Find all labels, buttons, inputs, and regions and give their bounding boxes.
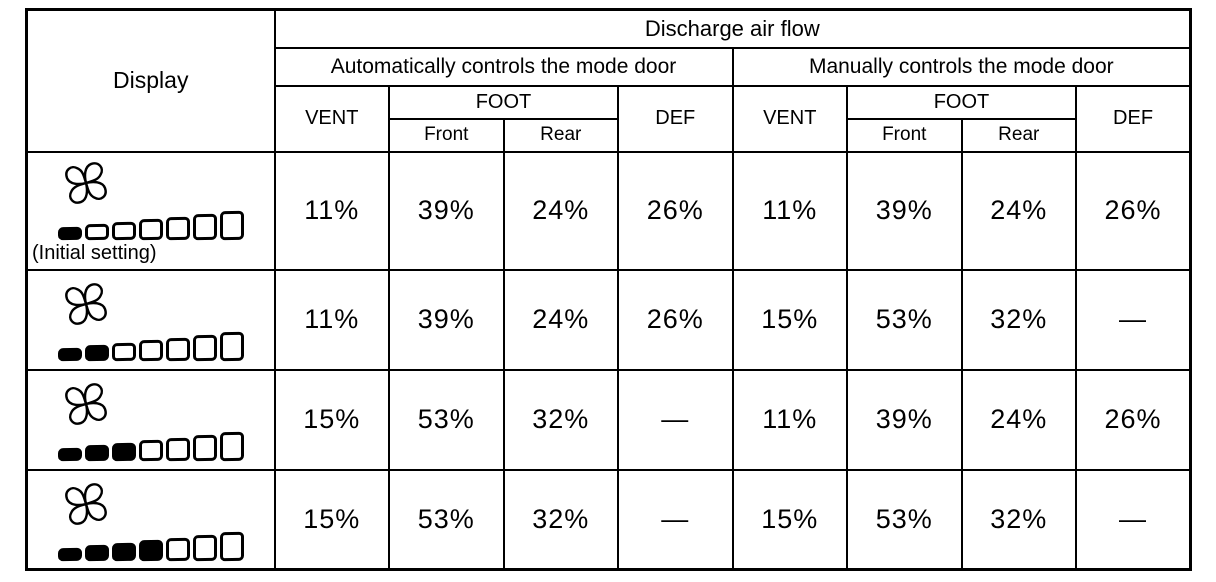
cell-manual-vent: 15%	[731, 468, 848, 571]
cell-manual-foot-front: 53%	[846, 268, 963, 371]
cell-manual-foot-front: 39%	[846, 150, 963, 271]
cell-auto-def: 26%	[617, 150, 734, 271]
fan-bar-filled	[85, 344, 109, 362]
manual-def-header: DEF	[1075, 84, 1192, 153]
fan-speed-bars	[58, 431, 244, 462]
fan-speed-bars	[58, 531, 244, 562]
cell-manual-def: 26%	[1075, 368, 1192, 471]
discharge-air-flow-table: Display Discharge air flow Automatically…	[25, 8, 1193, 571]
cell-manual-foot-front: 53%	[846, 468, 963, 571]
cell-auto-def: —	[617, 368, 734, 471]
display-cell-speed-3	[25, 368, 276, 471]
fan-bar-empty	[220, 210, 244, 240]
fan-speed-bars	[58, 331, 244, 362]
fan-bar-empty	[193, 534, 217, 562]
cell-manual-def: 26%	[1075, 150, 1192, 271]
fan-bar-empty	[85, 223, 109, 240]
cell-manual-foot-rear: 24%	[960, 368, 1077, 471]
fan-bar-empty	[166, 537, 190, 562]
fan-bar-empty	[193, 334, 217, 362]
manual-mode-group-header: Manually controls the mode door	[731, 46, 1192, 87]
cell-manual-foot-rear: 24%	[960, 150, 1077, 271]
cell-auto-foot-front: 39%	[388, 150, 505, 271]
display-column-header: Display	[25, 8, 276, 153]
fan-bar-empty	[193, 213, 217, 240]
display-cell-speed-4	[25, 468, 276, 571]
discharge-air-flow-header: Discharge air flow	[273, 8, 1192, 49]
cell-auto-vent: 15%	[273, 468, 390, 571]
manual-vent-header: VENT	[731, 84, 848, 153]
cell-auto-foot-rear: 32%	[502, 468, 619, 571]
fan-bar-empty	[193, 434, 217, 462]
manual-foot-header: FOOT	[846, 84, 1077, 120]
cell-manual-foot-rear: 32%	[960, 468, 1077, 571]
cell-auto-foot-rear: 24%	[502, 150, 619, 271]
fan-bar-filled	[139, 539, 163, 562]
manual-foot-front-header: Front	[846, 117, 963, 153]
cell-manual-vent: 11%	[731, 368, 848, 471]
fan-bar-empty	[166, 216, 190, 240]
fan-icon	[65, 283, 107, 325]
auto-def-header: DEF	[617, 84, 734, 153]
fan-icon	[65, 482, 107, 525]
table-row: 15% 53% 32% — 15% 53% 32% —	[25, 468, 1192, 571]
cell-manual-vent: 15%	[731, 268, 848, 371]
table-row: (Initial setting) 11% 39% 24% 26% 11% 39…	[25, 150, 1192, 271]
fan-bar-filled	[58, 226, 82, 240]
cell-manual-vent: 11%	[731, 150, 848, 271]
fan-bar-filled	[58, 347, 82, 362]
fan-bar-filled	[85, 444, 109, 462]
initial-setting-caption: (Initial setting)	[32, 241, 157, 264]
cell-manual-foot-front: 39%	[846, 368, 963, 471]
auto-vent-header: VENT	[273, 84, 390, 153]
manual-foot-rear-header: Rear	[960, 117, 1077, 153]
fan-bar-filled	[58, 547, 82, 562]
cell-auto-foot-rear: 32%	[502, 368, 619, 471]
fan-speed-bars	[58, 210, 244, 240]
fan-bar-filled	[112, 542, 136, 562]
cell-auto-foot-front: 53%	[388, 468, 505, 571]
cell-manual-def: —	[1075, 468, 1192, 571]
fan-bar-empty	[220, 531, 244, 562]
fan-bar-empty	[139, 218, 163, 240]
display-cell-speed-2	[25, 268, 276, 371]
fan-bar-empty	[220, 331, 244, 362]
fan-bar-empty	[112, 221, 136, 240]
auto-foot-rear-header: Rear	[502, 117, 619, 153]
fan-bar-empty	[139, 439, 163, 462]
cell-auto-foot-front: 53%	[388, 368, 505, 471]
cell-auto-vent: 11%	[273, 268, 390, 371]
cell-auto-def: —	[617, 468, 734, 571]
cell-manual-foot-rear: 32%	[960, 268, 1077, 371]
cell-auto-vent: 15%	[273, 368, 390, 471]
fan-bar-empty	[139, 339, 163, 362]
fan-bar-filled	[85, 544, 109, 562]
cell-auto-foot-rear: 24%	[502, 268, 619, 371]
fan-bar-filled	[112, 442, 136, 462]
fan-bar-empty	[166, 437, 190, 462]
fan-bar-filled	[58, 447, 82, 462]
cell-auto-foot-front: 39%	[388, 268, 505, 371]
auto-foot-front-header: Front	[388, 117, 505, 153]
cell-manual-def: —	[1075, 268, 1192, 371]
table-row: 11% 39% 24% 26% 15% 53% 32% —	[25, 268, 1192, 371]
fan-bar-empty	[166, 337, 190, 362]
fan-bar-empty	[220, 431, 244, 462]
display-cell-speed-1: (Initial setting)	[25, 150, 276, 271]
auto-mode-group-header: Automatically controls the mode door	[273, 46, 734, 87]
table-row: 15% 53% 32% — 11% 39% 24% 26%	[25, 368, 1192, 471]
cell-auto-def: 26%	[617, 268, 734, 371]
fan-icon	[65, 383, 107, 425]
fan-bar-empty	[112, 342, 136, 362]
cell-auto-vent: 11%	[273, 150, 390, 271]
auto-foot-header: FOOT	[388, 84, 619, 120]
fan-icon	[65, 161, 107, 204]
